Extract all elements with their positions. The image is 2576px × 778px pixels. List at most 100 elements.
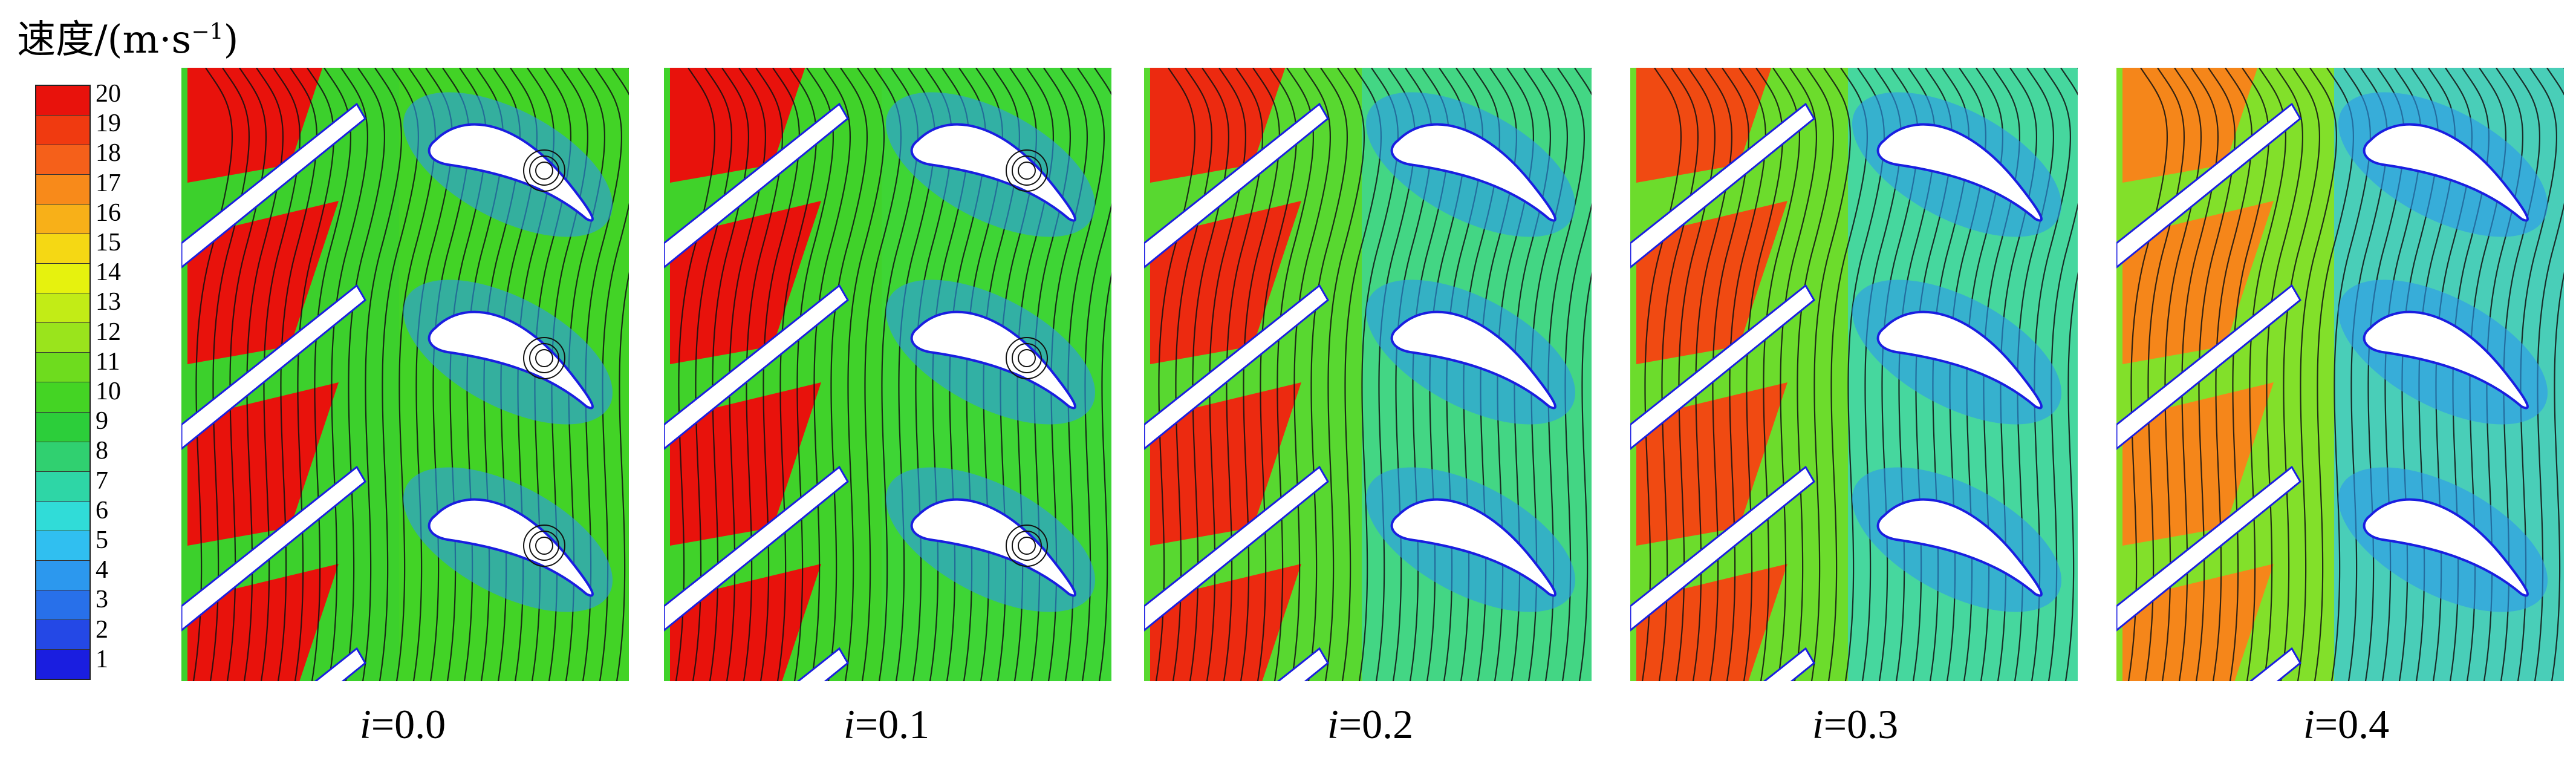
colorbar-title-close: ): [223, 18, 239, 62]
streamline: [709, 68, 749, 681]
guide-vane: [1277, 647, 1329, 681]
colorbar-title-exponent: −1: [191, 19, 224, 45]
inlet-high-velocity-zone: [2122, 68, 2258, 183]
contour-panel-3: [1630, 68, 2078, 681]
streamline: [1155, 68, 1195, 681]
guide-vane: [664, 102, 849, 269]
contour-panel-4: [2116, 68, 2564, 681]
inlet-high-velocity-zone: [1150, 68, 1286, 183]
colorbar-tick-label: 14: [96, 258, 121, 287]
streamline: [1081, 68, 1111, 681]
vortex-streamline: [1012, 343, 1042, 373]
impeller-blade: [2363, 310, 2529, 410]
guide-vane: [664, 465, 849, 632]
streamline: [1726, 68, 1766, 681]
inlet-high-velocity-zone: [1636, 201, 1787, 364]
impeller-blade: [1390, 310, 1556, 410]
guide-vane: [2116, 284, 2301, 450]
vortex-streamline: [535, 349, 553, 367]
guide-vane: [314, 647, 366, 681]
streamline: [2127, 68, 2168, 681]
colorbar-swatch: [36, 353, 89, 383]
colorbar-tick-label: 1: [96, 645, 108, 673]
contour-panel-2: [1144, 68, 1592, 681]
streamline: [599, 68, 629, 681]
colorbar-swatch: [36, 619, 89, 650]
impeller-blade: [1390, 498, 1556, 597]
colorbar-tick-label: 4: [96, 556, 108, 584]
guide-vane: [181, 465, 366, 632]
streamline: [1675, 68, 1716, 681]
inlet-high-velocity-zone: [670, 201, 821, 364]
panel-caption-2: i=0.2: [1327, 701, 1414, 747]
colorbar-tick-label: 3: [96, 586, 108, 614]
impeller-blade: [1876, 498, 2043, 597]
inlet-high-velocity-zone: [187, 201, 339, 364]
vortex-streamline: [523, 149, 565, 192]
vortex-streamline: [1018, 537, 1036, 555]
guide-vane: [2249, 647, 2301, 681]
colorbar-swatch: [36, 204, 89, 235]
colorbar-tick-label: 10: [96, 378, 121, 405]
vortex-streamline: [1018, 349, 1036, 367]
contour-panel-0: [181, 68, 629, 681]
colorbar-swatch: [36, 442, 89, 472]
colorbar-tick-label: 18: [96, 139, 121, 168]
streamline: [1760, 68, 1800, 681]
streamline: [192, 68, 233, 681]
impeller-blade: [428, 123, 594, 222]
colorbar-swatch: [36, 649, 89, 679]
streamline: [1098, 68, 1111, 681]
panel-caption-3: i=0.3: [1812, 701, 1899, 747]
guide-vane: [1144, 102, 1329, 269]
guide-vane: [181, 102, 366, 269]
colorbar-tick-label: 17: [96, 169, 121, 197]
guide-vane: [2116, 102, 2301, 269]
contour-panel-1: [664, 68, 1111, 681]
streamline: [1273, 68, 1314, 681]
inlet-high-velocity-zone: [1150, 201, 1301, 364]
colorbar-tick-label: 20: [96, 80, 121, 108]
colorbar-tick-labels: 20 19 18 17 16 15 14 13 12 11 10 9 8 7 6 5 4 3 2 1: [96, 81, 144, 680]
panel-caption-4: i=0.4: [2303, 701, 2390, 747]
impeller-blade: [428, 310, 594, 410]
colorbar-tick-label: 19: [96, 110, 121, 138]
guide-vane: [664, 284, 849, 450]
impeller-blade: [2363, 498, 2529, 597]
colorbar-swatch: [36, 382, 89, 413]
streamline: [1172, 68, 1212, 681]
streamline: [1641, 68, 1682, 681]
streamline: [1777, 68, 1817, 681]
colorbar-tick-label: 15: [96, 229, 121, 257]
inlet-high-velocity-zone: [670, 382, 821, 546]
colorbar-swatch: [36, 234, 89, 264]
guide-vane: [1630, 284, 1815, 450]
colorbar-swatch: [36, 293, 89, 324]
panel-caption-1: i=0.1: [843, 701, 930, 747]
streamline: [810, 68, 851, 681]
vortex-streamline: [1018, 162, 1036, 180]
inlet-high-velocity-zone: [1636, 382, 1787, 546]
colorbar-swatch: [36, 264, 89, 294]
streamline: [2297, 68, 2337, 681]
streamline: [362, 68, 402, 681]
impeller-blade: [910, 123, 1076, 222]
inlet-high-velocity-zone: [1636, 68, 1772, 183]
guide-vane: [1630, 465, 1815, 632]
colorbar-tick-label: 6: [96, 496, 108, 525]
vortex-streamline: [529, 155, 559, 186]
streamline: [1810, 68, 1851, 681]
vortex-streamline: [523, 525, 565, 567]
streamline: [1324, 68, 1365, 681]
streamline: [311, 68, 351, 681]
streamline: [277, 68, 317, 681]
colorbar-swatch: [36, 412, 89, 442]
guide-vane: [1630, 102, 1815, 269]
contour-plot: [1630, 68, 2078, 681]
guide-vane: [796, 647, 849, 681]
contour-plot: [664, 68, 1111, 681]
colorbar-swatch: [36, 560, 89, 590]
streamline: [2161, 68, 2202, 681]
colorbar-tick-label: 7: [96, 466, 108, 495]
colorbar: [35, 85, 91, 680]
